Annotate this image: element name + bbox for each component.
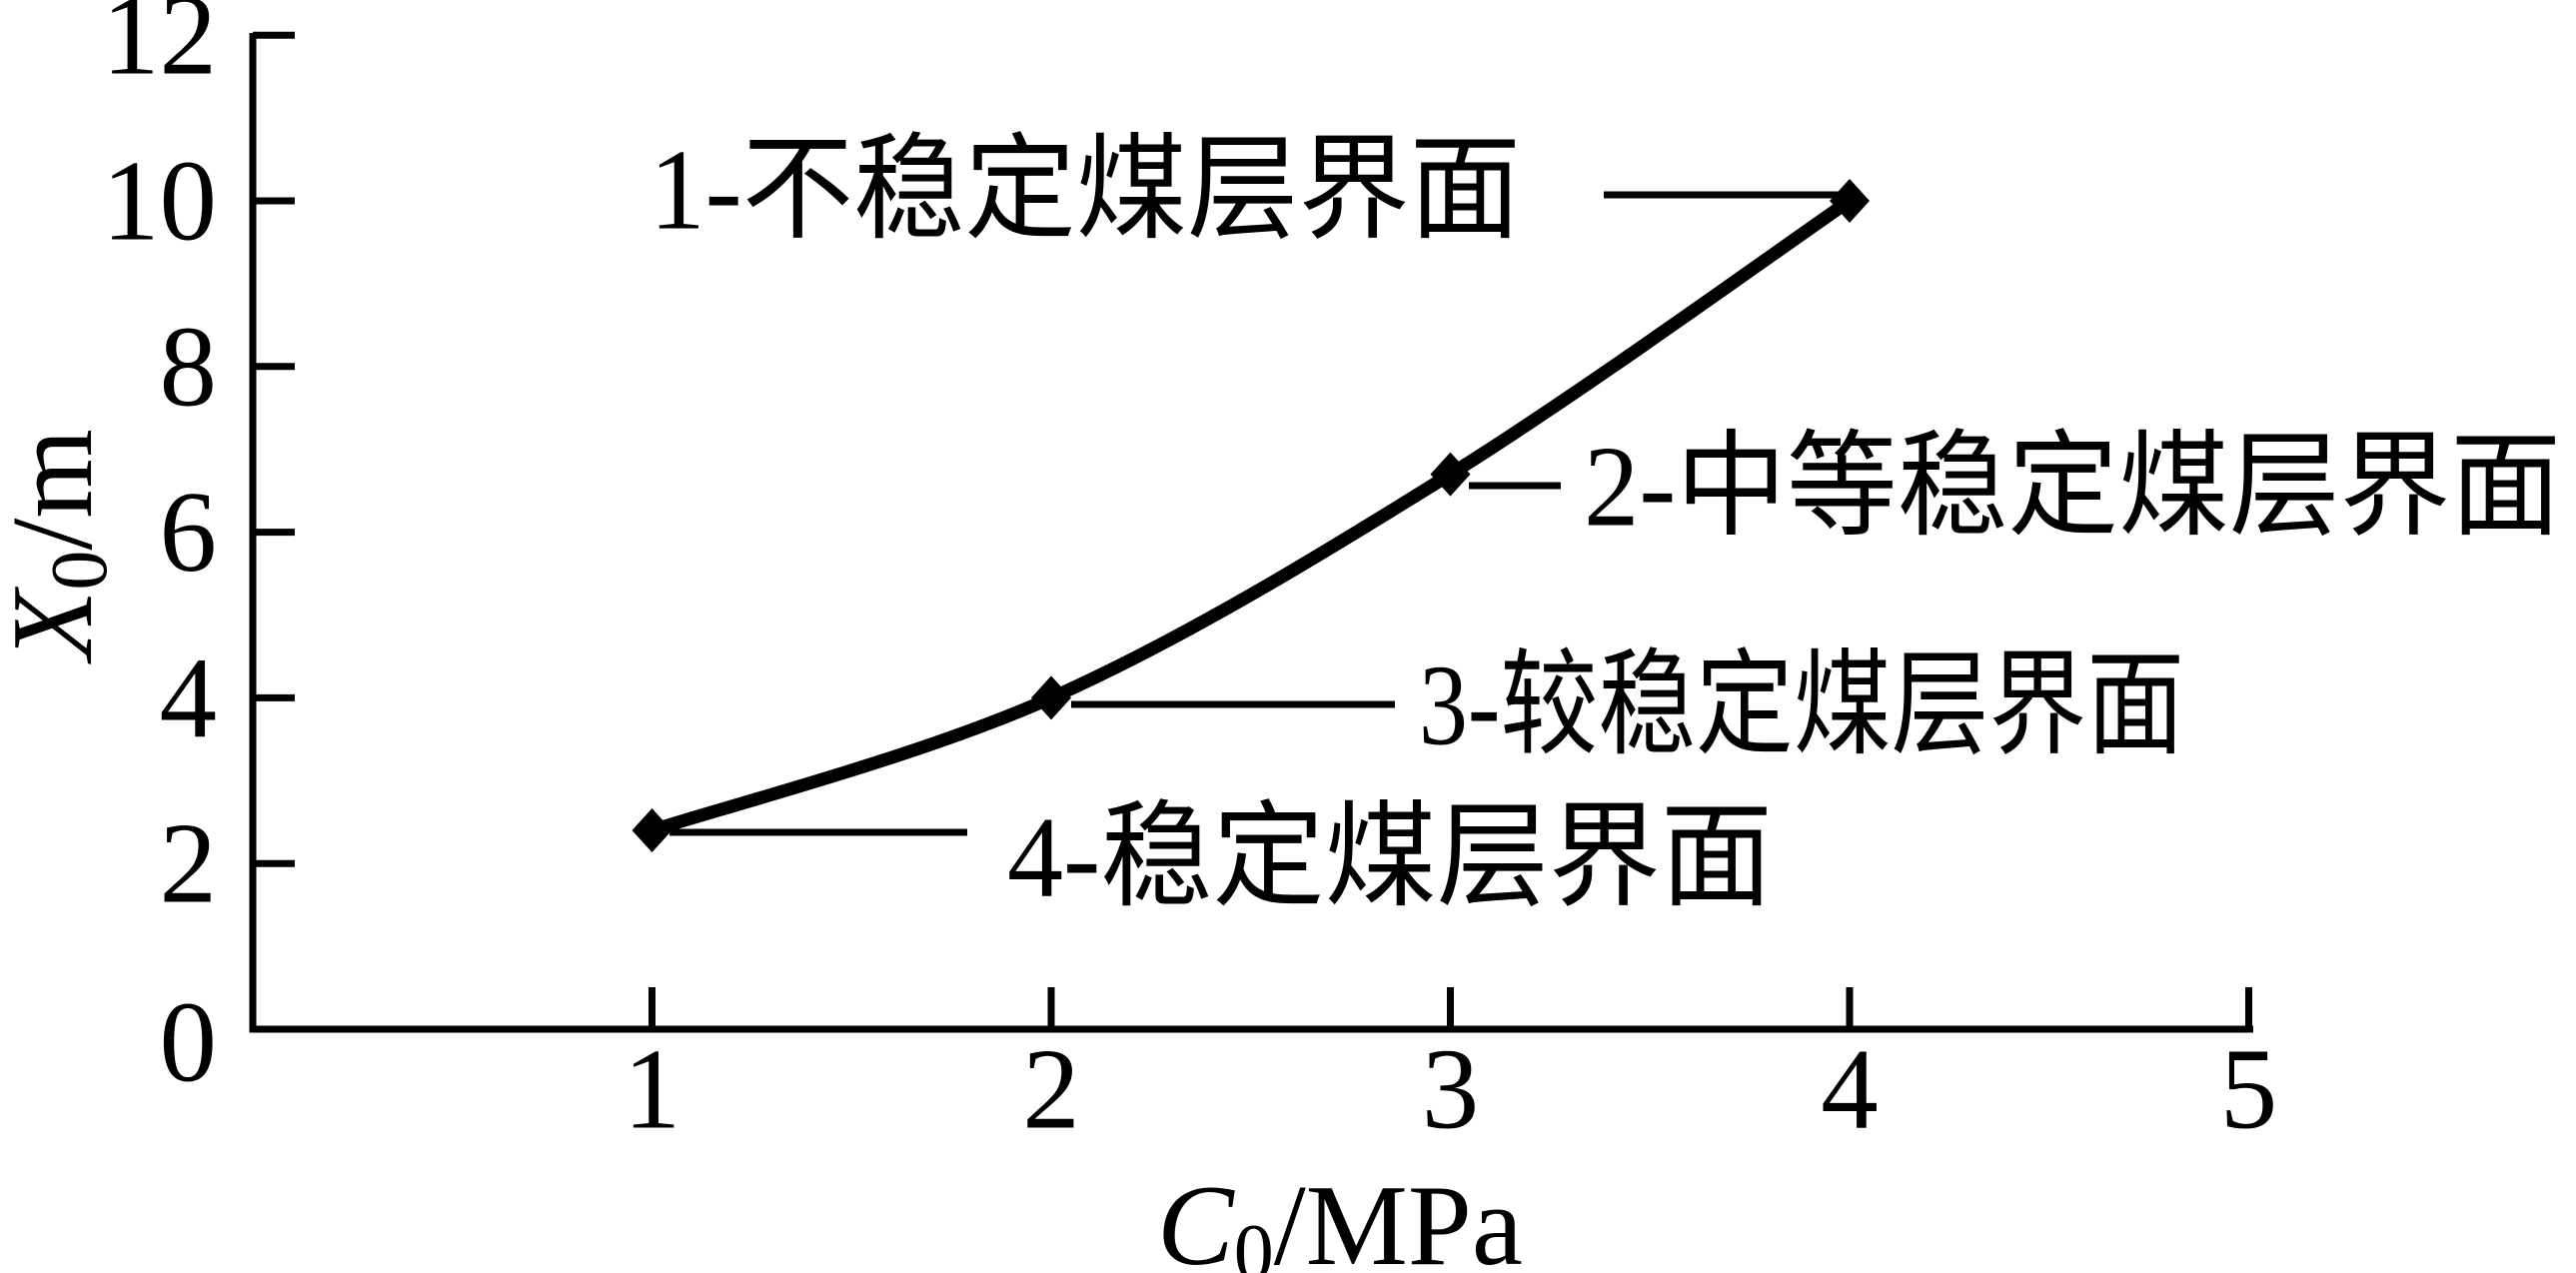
x-tick-label: 3 [1422,1026,1480,1153]
origin-tick-label: 0 [160,979,218,1106]
series-curve [649,195,1854,837]
annotation-label: 1-不稳定煤层界面 [649,127,1521,254]
y-axis-title: X0/m [0,429,124,664]
diamond-marker [632,808,672,853]
y-axis-variable: X [0,587,116,664]
x-axis-variable: C [1157,1162,1235,1273]
y-tick-label: 10 [102,138,217,265]
x-axis-unit: /MPa [1274,1162,1523,1273]
annotation-label: 3-较稳定煤层界面 [1419,642,2184,769]
annotation-label: 2-中等稳定煤层界面 [1584,424,2561,551]
y-tick-label: 12 [102,0,217,99]
axis-ticks [253,31,2252,1029]
y-tick-label: 2 [160,800,218,927]
annotations: 1-不稳定煤层界面 2-中等稳定煤层界面 3-较稳定煤层界面 4-稳定煤层界面 [649,127,2561,921]
x-tick-label: 2 [1022,1026,1080,1153]
diamond-marker [1830,179,1870,223]
x-tick-label: 1 [624,1026,681,1153]
x-tick-label: 5 [2220,1026,2278,1153]
x-axis-subscript: 0 [1234,1209,1274,1273]
y-tick-label: 8 [160,303,218,430]
y-axis-subscript: 0 [36,551,124,591]
y-tick-label: 4 [160,635,218,761]
diamond-marker [1031,675,1071,720]
series-line [649,195,1854,837]
x-tick-label: 4 [1821,1026,1879,1153]
y-tick-label: 6 [160,469,218,596]
x-axis-title: C0/MPa [1157,1162,1523,1273]
data-point-markers [632,179,1870,853]
diamond-marker [1430,452,1471,497]
y-axis-unit: /m [0,429,116,550]
annotation-label: 4-稳定煤层界面 [1007,794,1773,921]
